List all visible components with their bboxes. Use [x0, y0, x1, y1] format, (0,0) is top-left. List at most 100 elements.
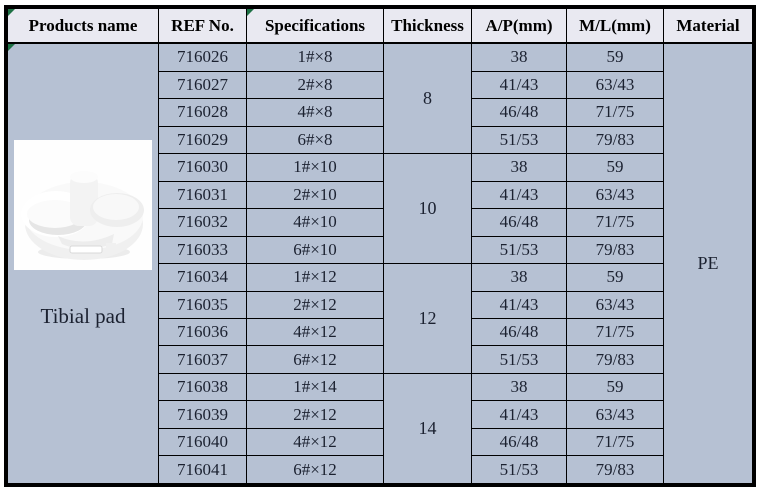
ml-mm-cell: 63/43: [566, 290, 664, 320]
ref-no-cell: 716029: [158, 125, 247, 155]
header-row: Products name REF No. Specifications Thi…: [7, 8, 753, 44]
ref-no-cell: 716026: [158, 42, 247, 72]
column-header-ml-mm: M/L(mm): [566, 8, 664, 44]
cell-error-flag-icon: [8, 9, 15, 16]
column-header-label: Specifications: [264, 15, 366, 35]
table-row: Tibial pad 716026 1#×8 8 38 59 PE: [7, 42, 753, 484]
ap-mm-cell: 41/43: [471, 180, 567, 210]
product-cell: Tibial pad: [7, 42, 159, 484]
thickness-cell: 12: [383, 263, 472, 374]
ml-mm-cell: 79/83: [566, 455, 664, 484]
table-row: 716027 2#×8 41/43 63/43: [8, 70, 753, 100]
ml-mm-cell: 59: [566, 263, 664, 292]
specification-cell: 1#×14: [246, 372, 384, 402]
tibial-pad-photo: [14, 140, 152, 270]
ap-mm-cell: 46/48: [471, 98, 567, 127]
column-header-label: Thickness: [391, 15, 464, 35]
ref-no-cell: 716035: [158, 290, 247, 320]
column-header-label: REF No.: [171, 15, 234, 35]
ap-mm-cell: 46/48: [471, 208, 567, 237]
column-header-ref-no: REF No.: [158, 8, 247, 44]
table-row: 716038 1#×14 14 38 59: [8, 372, 753, 485]
table-row: 716040 4#×12 46/48 71/75: [8, 427, 753, 457]
product-photo-box: [14, 140, 152, 270]
specification-cell: 6#×8: [246, 125, 384, 155]
specification-cell: 1#×8: [246, 42, 384, 72]
product-cell-content: Tibial pad: [9, 44, 158, 483]
ap-mm-cell: 41/43: [471, 290, 567, 320]
ml-mm-cell: 71/75: [566, 427, 664, 457]
ref-no-cell: 716038: [158, 372, 247, 402]
ap-mm-cell: 51/53: [471, 125, 567, 155]
column-header-material: Material: [663, 8, 753, 44]
product-name-label: Tibial pad: [40, 304, 126, 328]
column-header-label: A/P(mm): [485, 15, 553, 35]
cell-error-flag-icon: [247, 9, 254, 16]
column-header-label: Products name: [28, 15, 138, 35]
thickness-cell: 14: [383, 372, 472, 485]
specification-cell: 2#×8: [246, 70, 384, 100]
ap-mm-cell: 41/43: [471, 70, 567, 100]
ref-no-cell: 716037: [158, 345, 247, 374]
specification-cell: 4#×8: [246, 98, 384, 127]
ap-mm-cell: 51/53: [471, 235, 567, 265]
table-row: 716033 6#×10 51/53 79/83: [8, 235, 753, 265]
column-header-ap-mm: A/P(mm): [471, 8, 567, 44]
ap-mm-cell: 38: [471, 372, 567, 402]
table-row: 716039 2#×12 41/43 63/43: [8, 400, 753, 429]
ref-no-cell: 716030: [158, 153, 247, 182]
ml-mm-cell: 71/75: [566, 208, 664, 237]
material-cell: PE: [663, 42, 753, 484]
table-row: 716036 4#×12 46/48 71/75: [8, 317, 753, 347]
table-row: 716041 6#×12 51/53 79/83: [8, 455, 753, 484]
specification-cell: 2#×12: [246, 290, 384, 320]
table-row: 716030 1#×10 10 38 59: [8, 153, 753, 265]
specification-cell: 6#×10: [246, 235, 384, 265]
ml-mm-cell: 63/43: [566, 400, 664, 429]
ap-mm-cell: 46/48: [471, 427, 567, 457]
product-spec-table: Products name REF No. Specifications Thi…: [4, 5, 756, 487]
ml-mm-cell: 71/75: [566, 98, 664, 127]
table-row: 716037 6#×12 51/53 79/83: [8, 345, 753, 374]
specification-cell: 4#×12: [246, 427, 384, 457]
ml-mm-cell: 59: [566, 42, 664, 72]
ml-mm-cell: 79/83: [566, 235, 664, 265]
ml-mm-cell: 59: [566, 372, 664, 402]
ap-mm-cell: 51/53: [471, 455, 567, 484]
specification-cell: 1#×10: [246, 153, 384, 182]
specification-cell: 2#×12: [246, 400, 384, 429]
column-header-label: Material: [676, 15, 740, 35]
spec-table: Products name REF No. Specifications Thi…: [7, 8, 753, 485]
ml-mm-cell: 79/83: [566, 345, 664, 374]
ml-mm-cell: 59: [566, 153, 664, 182]
ml-mm-cell: 63/43: [566, 180, 664, 210]
specification-cell: 6#×12: [246, 455, 384, 484]
ref-no-cell: 716036: [158, 317, 247, 347]
ml-mm-cell: 71/75: [566, 317, 664, 347]
column-header-products-name: Products name: [7, 8, 159, 44]
ref-no-cell: 716039: [158, 400, 247, 429]
table-row: 716031 2#×10 41/43 63/43: [8, 180, 753, 210]
ref-no-cell: 716040: [158, 427, 247, 457]
column-header-thickness: Thickness: [383, 8, 472, 44]
ref-no-cell: 716033: [158, 235, 247, 265]
table-row: 716032 4#×10 46/48 71/75: [8, 208, 753, 237]
ref-no-cell: 716027: [158, 70, 247, 100]
table-row: 716034 1#×12 12 38 59: [8, 263, 753, 374]
ref-no-cell: 716032: [158, 208, 247, 237]
ml-mm-cell: 79/83: [566, 125, 664, 155]
ref-no-cell: 716034: [158, 263, 247, 292]
ref-no-cell: 716028: [158, 98, 247, 127]
specification-cell: 2#×10: [246, 180, 384, 210]
thickness-cell: 8: [383, 42, 472, 155]
specification-cell: 6#×12: [246, 345, 384, 374]
thickness-cell: 10: [383, 153, 472, 265]
ap-mm-cell: 46/48: [471, 317, 567, 347]
column-header-label: M/L(mm): [579, 15, 651, 35]
ap-mm-cell: 38: [471, 153, 567, 182]
specification-cell: 4#×12: [246, 317, 384, 347]
ml-mm-cell: 63/43: [566, 70, 664, 100]
ap-mm-cell: 38: [471, 263, 567, 292]
ref-no-cell: 716031: [158, 180, 247, 210]
specification-cell: 4#×10: [246, 208, 384, 237]
